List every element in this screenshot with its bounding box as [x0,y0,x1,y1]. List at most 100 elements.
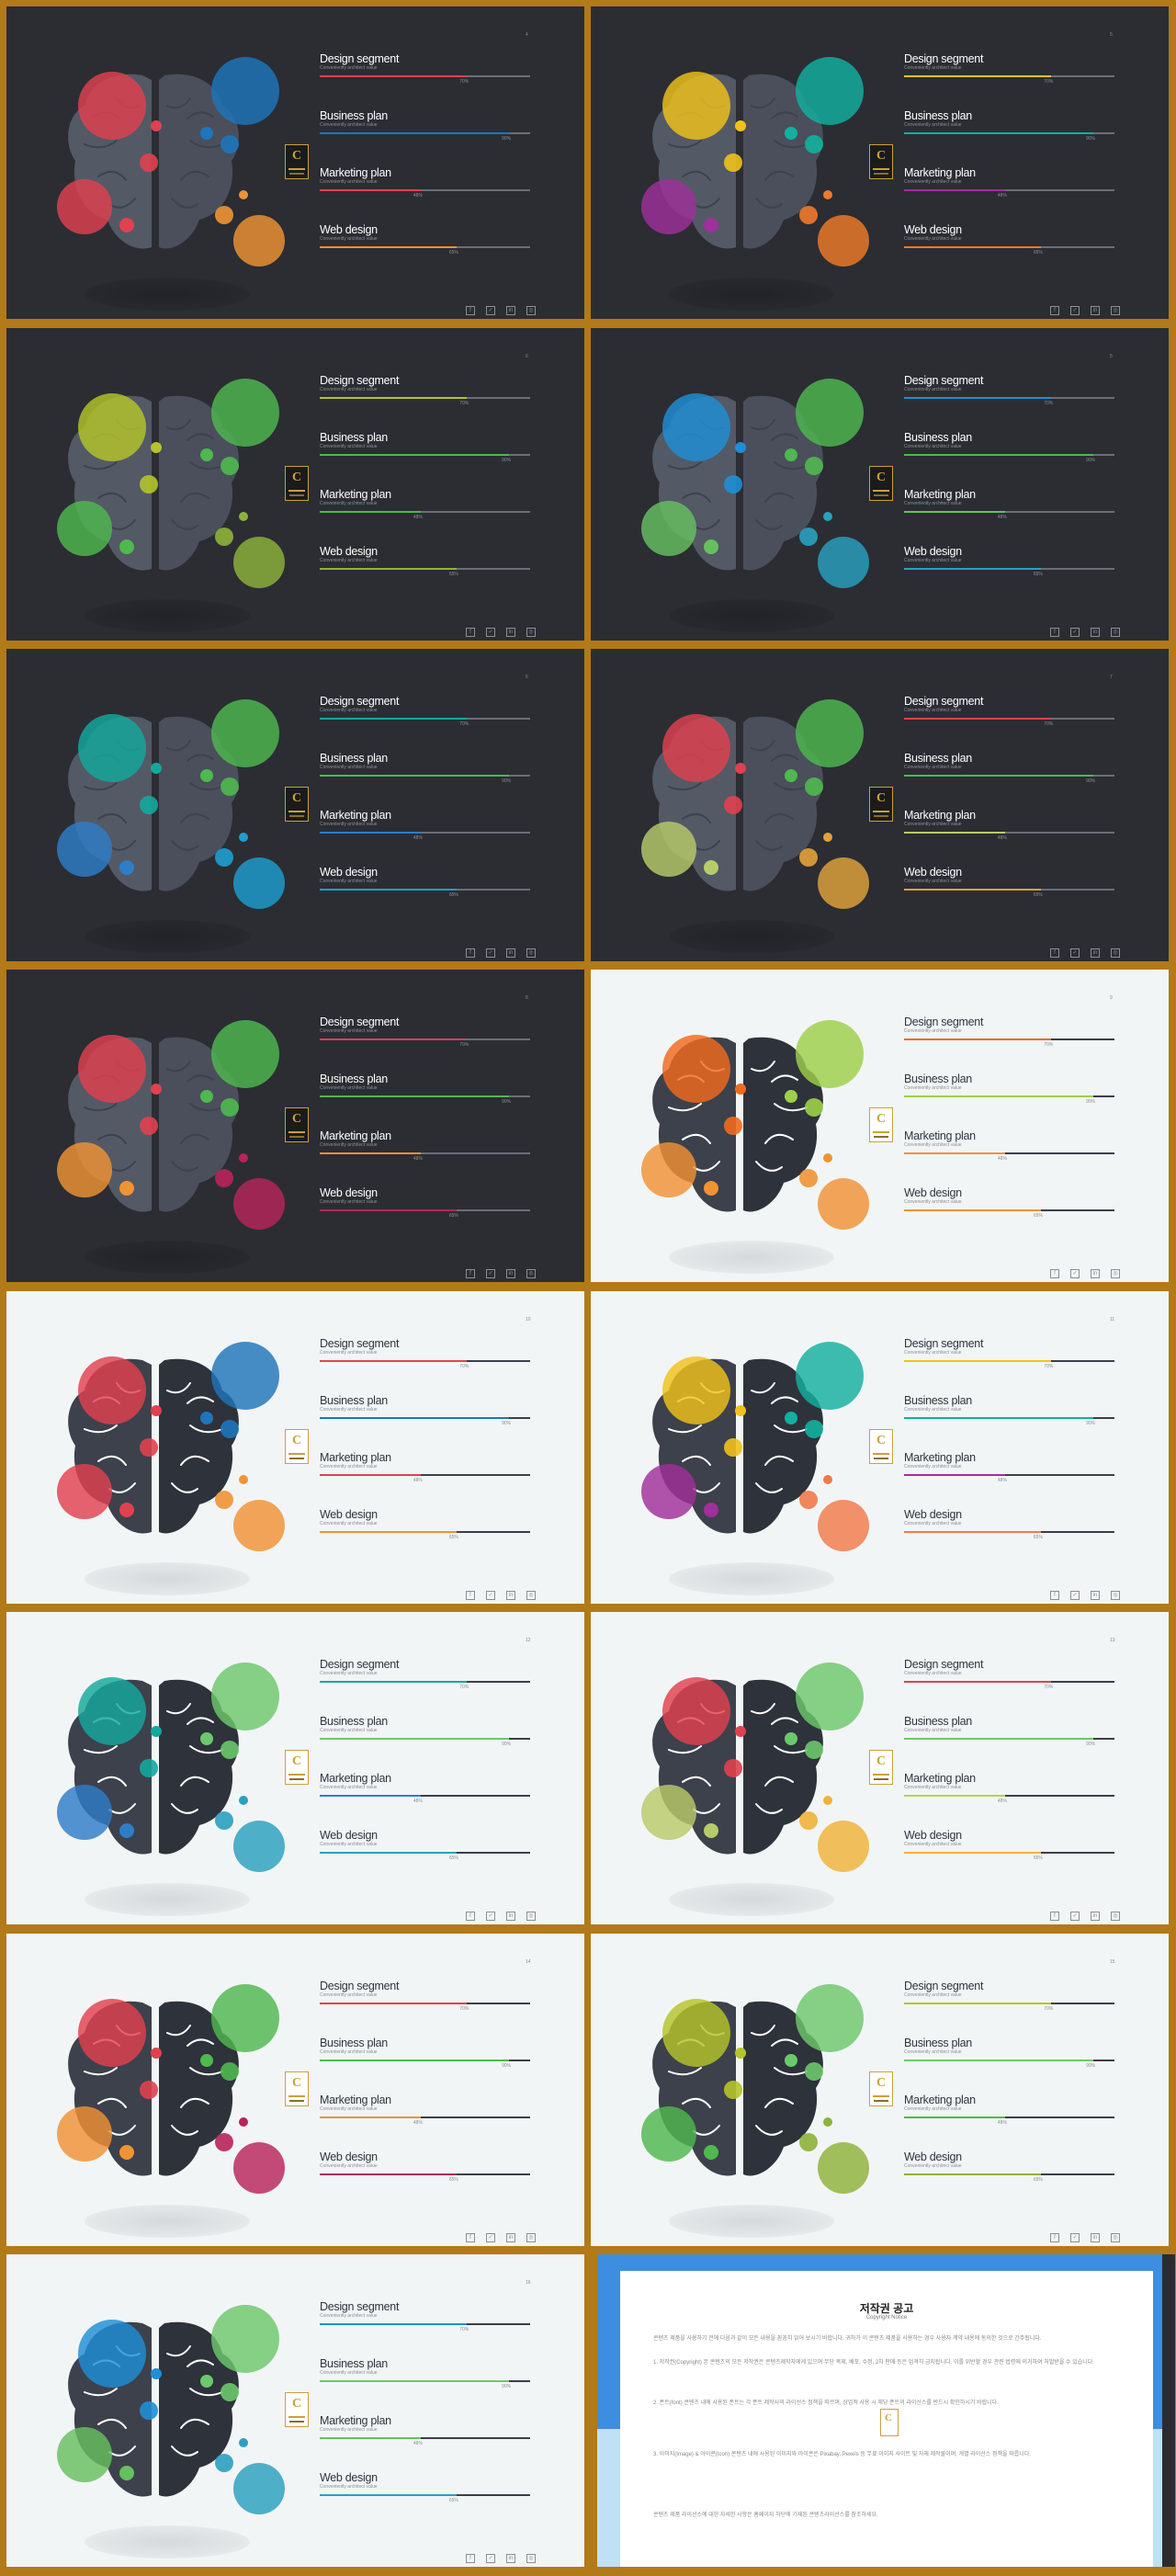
facebook-icon[interactable]: f [1050,1269,1059,1278]
slide-thumbnail[interactable]: 10 C Design segment Conveniently architect … [6,1291,584,1604]
slide-thumbnail[interactable]: 15 C Design segment Conveniently architect … [591,1934,1169,2246]
instagram-icon[interactable]: ◎ [1111,948,1120,958]
instagram-icon[interactable]: ◎ [526,628,536,637]
facebook-icon[interactable]: f [1050,1912,1059,1921]
instagram-icon[interactable]: ◎ [1111,628,1120,637]
color-bubble [823,1475,832,1484]
linkedin-icon[interactable]: in [1091,948,1100,958]
linkedin-icon[interactable]: in [1091,1269,1100,1278]
twitter-icon[interactable]: ✓ [1070,2233,1080,2242]
slide-thumbnail[interactable]: 14 C Design segment Conveniently architect … [6,1934,584,2246]
twitter-icon[interactable]: ✓ [486,2554,495,2563]
slide-thumbnail[interactable]: 13 C Design segment Conveniently architect … [591,1612,1169,1924]
instagram-icon[interactable]: ◎ [1111,1591,1120,1600]
slide-thumbnail[interactable]: 6 C Design segment Conveniently architect v… [6,328,584,641]
linkedin-icon[interactable]: in [1091,628,1100,637]
slide-thumbnail[interactable]: 12 C Design segment Conveniently architect … [6,1612,584,1924]
facebook-icon[interactable]: f [466,628,475,637]
twitter-icon[interactable]: ✓ [1070,1591,1080,1600]
linkedin-icon[interactable]: in [506,1912,515,1921]
progress-subtitle: Conveniently architect value [320,236,378,242]
brain-fold [682,492,711,503]
twitter-icon[interactable]: ✓ [486,306,495,315]
color-bubble [119,2145,134,2160]
facebook-icon[interactable]: f [466,1269,475,1278]
color-bubble [704,1181,718,1196]
linkedin-icon[interactable]: in [1091,1591,1100,1600]
instagram-icon[interactable]: ◎ [526,1591,536,1600]
facebook-icon[interactable]: f [466,948,475,958]
progress-track [904,832,1114,834]
twitter-icon[interactable]: ✓ [1070,948,1080,958]
slide-thumbnail[interactable]: 9 C Design segment Conveniently architect v… [591,970,1169,1282]
facebook-icon[interactable]: f [1050,948,1059,958]
linkedin-icon[interactable]: in [506,948,515,958]
twitter-icon[interactable]: ✓ [486,628,495,637]
facebook-icon[interactable]: f [466,2554,475,2563]
facebook-icon[interactable]: f [466,306,475,315]
linkedin-icon[interactable]: in [506,1269,515,1278]
twitter-icon[interactable]: ✓ [1070,1269,1080,1278]
linkedin-icon[interactable]: in [506,2233,515,2242]
facebook-icon[interactable]: f [1050,628,1059,637]
facebook-icon[interactable]: f [466,1591,475,1600]
slide-thumbnail[interactable]: 5 C Design segment Conveniently architect v… [591,6,1169,319]
facebook-icon[interactable]: f [466,2233,475,2242]
slide-thumbnail[interactable]: 5 C Design segment Conveniently architect v… [591,328,1169,641]
progress-title: Business plan [904,2037,972,2049]
copyright-slide[interactable]: 저작권 공고 Copyright Notice 콘텐츠 제품을 사용하기 전에 … [597,2254,1175,2567]
twitter-icon[interactable]: ✓ [1070,306,1080,315]
progress-track [320,718,530,720]
twitter-icon[interactable]: ✓ [486,1269,495,1278]
instagram-icon[interactable]: ◎ [1111,2233,1120,2242]
page-number: 7 [1110,675,1113,680]
instagram-icon[interactable]: ◎ [1111,1912,1120,1921]
instagram-icon[interactable]: ◎ [526,2554,536,2563]
instagram-icon[interactable]: ◎ [526,1269,536,1278]
slide-thumbnail[interactable]: 6 C Design segment Conveniently architect v… [6,649,584,961]
color-bubble [785,1090,797,1103]
instagram-icon[interactable]: ◎ [1111,306,1120,315]
linkedin-icon[interactable]: in [1091,2233,1100,2242]
brain-fold [189,1103,223,1112]
facebook-icon[interactable]: f [1050,306,1059,315]
progress-title: Web design [320,545,378,558]
facebook-icon[interactable]: f [1050,2233,1059,2242]
slide-thumbnail[interactable]: 16 C Design segment Conveniently architect … [6,2254,584,2567]
color-bubble [805,1098,823,1117]
instagram-icon[interactable]: ◎ [526,306,536,315]
progress-title: Business plan [320,1394,388,1407]
instagram-icon[interactable]: ◎ [526,1912,536,1921]
progress-fill [904,2116,1005,2118]
slide-thumbnail[interactable]: 4 C Design segment Conveniently architect v… [6,6,584,319]
progress-fill [904,1738,1094,1740]
linkedin-icon[interactable]: in [506,2554,515,2563]
linkedin-icon[interactable]: in [506,306,515,315]
facebook-icon[interactable]: f [466,1912,475,1921]
twitter-icon[interactable]: ✓ [486,948,495,958]
progress-item: Business plan Conveniently architect valu… [904,1394,1116,1451]
slide-thumbnail[interactable]: 7 C Design segment Conveniently architect v… [591,649,1169,961]
instagram-icon[interactable]: ◎ [526,948,536,958]
twitter-icon[interactable]: ✓ [486,1912,495,1921]
instagram-icon[interactable]: ◎ [1111,1269,1120,1278]
slide-thumbnail[interactable]: 11 C Design segment Conveniently architect … [591,1291,1169,1604]
brain-fold [97,170,127,181]
linkedin-icon[interactable]: in [1091,306,1100,315]
linkedin-icon[interactable]: in [506,1591,515,1600]
progress-percent: 65% [1033,2177,1043,2183]
brain-fold [180,2097,209,2108]
linkedin-icon[interactable]: in [1091,1912,1100,1921]
twitter-icon[interactable]: ✓ [486,2233,495,2242]
instagram-icon[interactable]: ◎ [526,2233,536,2242]
progress-fill [904,1360,1052,1362]
slide-thumbnail[interactable]: 8 C Design segment Conveniently architect v… [6,970,584,1282]
progress-percent: 48% [413,1156,423,1162]
twitter-icon[interactable]: ✓ [1070,628,1080,637]
twitter-icon[interactable]: ✓ [486,1591,495,1600]
color-bubble [796,1020,864,1088]
twitter-icon[interactable]: ✓ [1070,1912,1080,1921]
color-bubble [799,1169,818,1187]
linkedin-icon[interactable]: in [506,628,515,637]
facebook-icon[interactable]: f [1050,1591,1059,1600]
